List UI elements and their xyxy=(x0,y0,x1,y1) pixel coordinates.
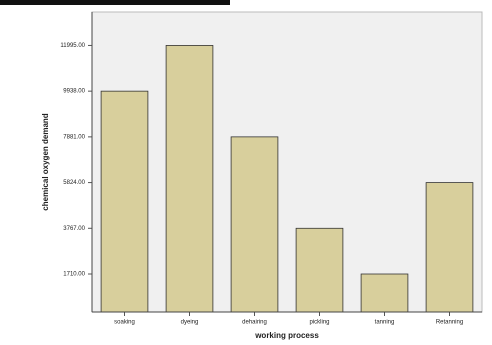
bar xyxy=(425,182,474,313)
x-tick-label: pickling xyxy=(309,320,329,326)
bar xyxy=(230,136,279,313)
bar xyxy=(295,227,344,313)
x-axis-title: working process xyxy=(254,331,319,340)
y-axis-title: chemical oxygen demand xyxy=(41,113,50,210)
y-tick-label: 9938.00 xyxy=(63,89,85,95)
top-strip xyxy=(0,0,230,5)
bar xyxy=(360,273,409,313)
x-tick-label: dyeing xyxy=(181,320,199,326)
y-tick-label: 5824.00 xyxy=(63,180,85,186)
y-tick-label: 7881.00 xyxy=(63,134,85,140)
bar xyxy=(165,45,214,313)
x-tick-label: dehairing xyxy=(242,320,267,326)
x-tick-label: tanning xyxy=(375,320,395,326)
y-tick-label: 3767.00 xyxy=(63,226,85,232)
bar xyxy=(100,90,149,313)
x-tick-label: soaking xyxy=(114,320,135,326)
x-tick-label: Retanning xyxy=(436,320,463,326)
plot-area xyxy=(91,11,483,313)
y-tick-label: 11995.00 xyxy=(60,43,85,49)
y-tick-label: 1710.00 xyxy=(63,272,85,278)
